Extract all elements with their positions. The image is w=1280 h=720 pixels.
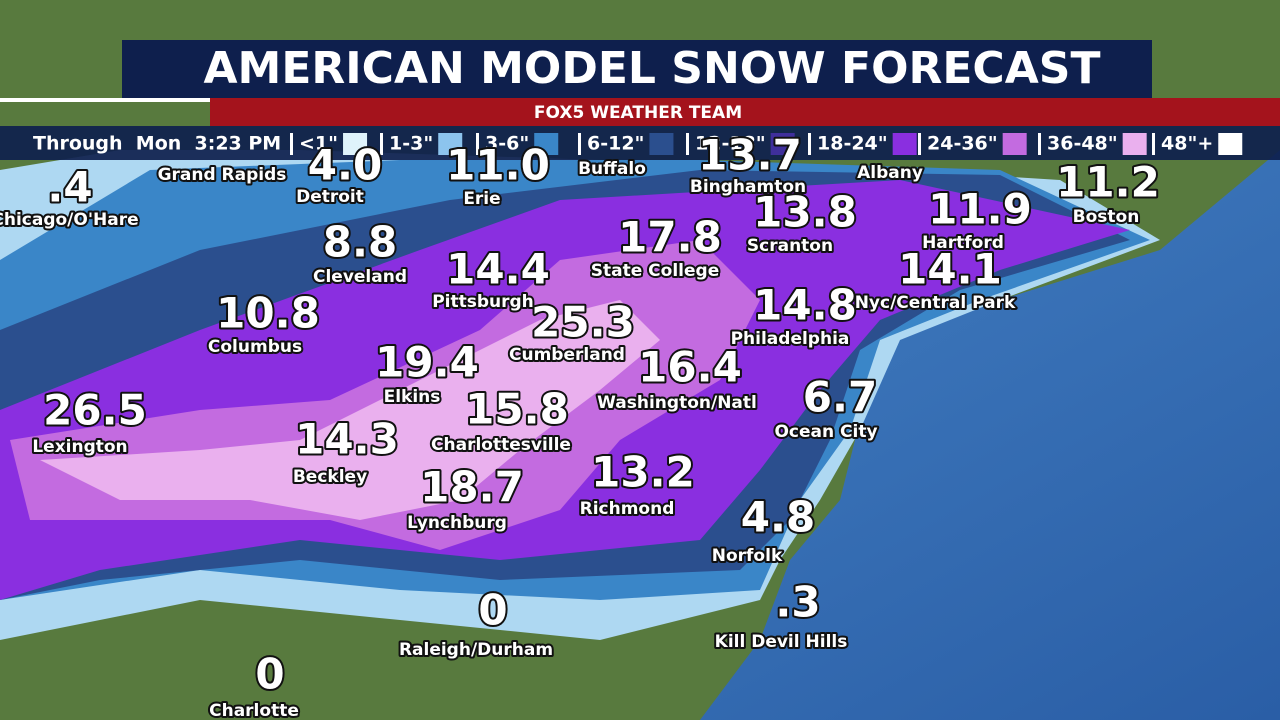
city-name: Richmond xyxy=(580,499,675,519)
city-name: Philadelphia xyxy=(731,329,850,349)
city-name: Boston xyxy=(1073,207,1140,227)
legend-sep xyxy=(578,133,581,155)
legend-swatch xyxy=(1218,133,1243,155)
city-value: 4.8 xyxy=(741,493,815,542)
legend-label: 18-24" xyxy=(817,133,888,155)
city-name: Columbus xyxy=(208,337,302,357)
legend-label: 48"+ xyxy=(1161,133,1213,155)
city-value: 13.8 xyxy=(753,188,857,237)
city-name: Kill Devil Hills xyxy=(715,632,848,652)
city-value: 13.7 xyxy=(698,131,802,180)
legend-swatch xyxy=(438,133,463,155)
legend-label: 3-6" xyxy=(485,133,529,155)
city-name: Norfolk xyxy=(712,546,783,566)
subtitle: FOX5 WEATHER TEAM xyxy=(534,103,742,123)
city-name: Pittsburgh xyxy=(432,292,534,312)
timestamp: Through Mon 3:23 PM xyxy=(33,133,281,155)
legend-swatch xyxy=(534,133,559,155)
city-name: Ocean City xyxy=(774,422,877,442)
legend-sep xyxy=(380,133,383,155)
city-value: 14.4 xyxy=(446,245,550,294)
legend: <1" 1-3" 3-6" 6-12" 12-18" 18-24" 24-36" 36-48"… xyxy=(290,133,1243,155)
city-value: 14.1 xyxy=(898,245,1002,294)
place-name: Albany xyxy=(857,163,923,183)
city-name: Raleigh/Durham xyxy=(399,640,553,660)
city-name: Binghamton xyxy=(690,177,806,197)
legend-label: 12-18" xyxy=(695,133,766,155)
city-value: 0 xyxy=(478,586,507,635)
city-value: 26.5 xyxy=(43,386,147,435)
legend-swatch xyxy=(343,133,368,155)
city-value: 0 xyxy=(255,650,284,699)
city-value: 6.7 xyxy=(803,373,877,422)
legend-sep xyxy=(686,133,689,155)
title: AMERICAN MODEL SNOW FORECAST xyxy=(204,43,1101,94)
legend-label: 1-3" xyxy=(389,133,433,155)
place-name: Buffalo xyxy=(578,159,646,179)
legend-sep xyxy=(1152,133,1155,155)
city-value: 14.8 xyxy=(753,281,857,330)
city-value: 18.7 xyxy=(420,463,524,512)
city-name: Detroit xyxy=(296,187,364,207)
city-name: Nyc/Central Park xyxy=(855,293,1016,313)
city-value: 17.8 xyxy=(618,213,722,262)
place-name: Grand Rapids xyxy=(158,165,287,185)
city-value: 13.2 xyxy=(591,448,695,497)
city-name: Hartford xyxy=(922,233,1004,253)
legend-swatch xyxy=(1122,133,1147,155)
legend-sep xyxy=(290,133,293,155)
legend-sep xyxy=(1038,133,1041,155)
legend-swatch xyxy=(770,133,795,155)
city-value: 16.4 xyxy=(638,343,742,392)
city-name: Lynchburg xyxy=(407,513,507,533)
city-value: 10.8 xyxy=(216,289,320,338)
city-name: Washington/Natl xyxy=(597,393,757,413)
city-value: 14.3 xyxy=(295,415,399,464)
city-name: Chicago/O'Hare xyxy=(0,210,139,230)
city-name: Cleveland xyxy=(313,267,407,287)
city-name: Erie xyxy=(463,189,500,209)
city-name: Charlottesville xyxy=(431,435,571,455)
city-value: .4 xyxy=(47,163,92,212)
subtitle-bar xyxy=(210,98,1280,126)
city-value: 11.2 xyxy=(1056,158,1160,207)
legend-label: 36-48" xyxy=(1047,133,1118,155)
city-name: Elkins xyxy=(384,387,441,407)
legend-bar xyxy=(0,126,1280,160)
legend-label: 6-12" xyxy=(587,133,644,155)
legend-label: <1" xyxy=(299,133,338,155)
legend-label: 24-36" xyxy=(927,133,998,155)
place-labels: Grand Rapids Buffalo Albany xyxy=(156,157,925,187)
city-name: State College xyxy=(591,261,719,281)
legend-sep xyxy=(808,133,811,155)
legend-sep xyxy=(476,133,479,155)
city-value: .3 xyxy=(775,578,820,627)
city-value: 25.3 xyxy=(531,298,635,347)
city-value: 19.4 xyxy=(375,338,479,387)
city-value: 11.9 xyxy=(928,185,1032,234)
legend-swatch xyxy=(649,133,674,155)
city-name: Scranton xyxy=(747,236,833,256)
city-value: 8.8 xyxy=(323,218,397,267)
snow-36-48 xyxy=(40,300,660,520)
legend-sep xyxy=(918,133,921,155)
city-name: Charlotte xyxy=(209,701,299,720)
legend-swatch xyxy=(892,133,917,155)
city-value: 4.0 xyxy=(308,141,382,190)
city-name: Lexington xyxy=(32,437,127,457)
title-bar xyxy=(122,40,1152,98)
legend-swatch xyxy=(1002,133,1027,155)
city-name: Cumberland xyxy=(509,345,625,365)
city-name: Beckley xyxy=(293,467,367,487)
city-value: 11.0 xyxy=(446,141,550,190)
city-value: 15.8 xyxy=(465,385,569,434)
